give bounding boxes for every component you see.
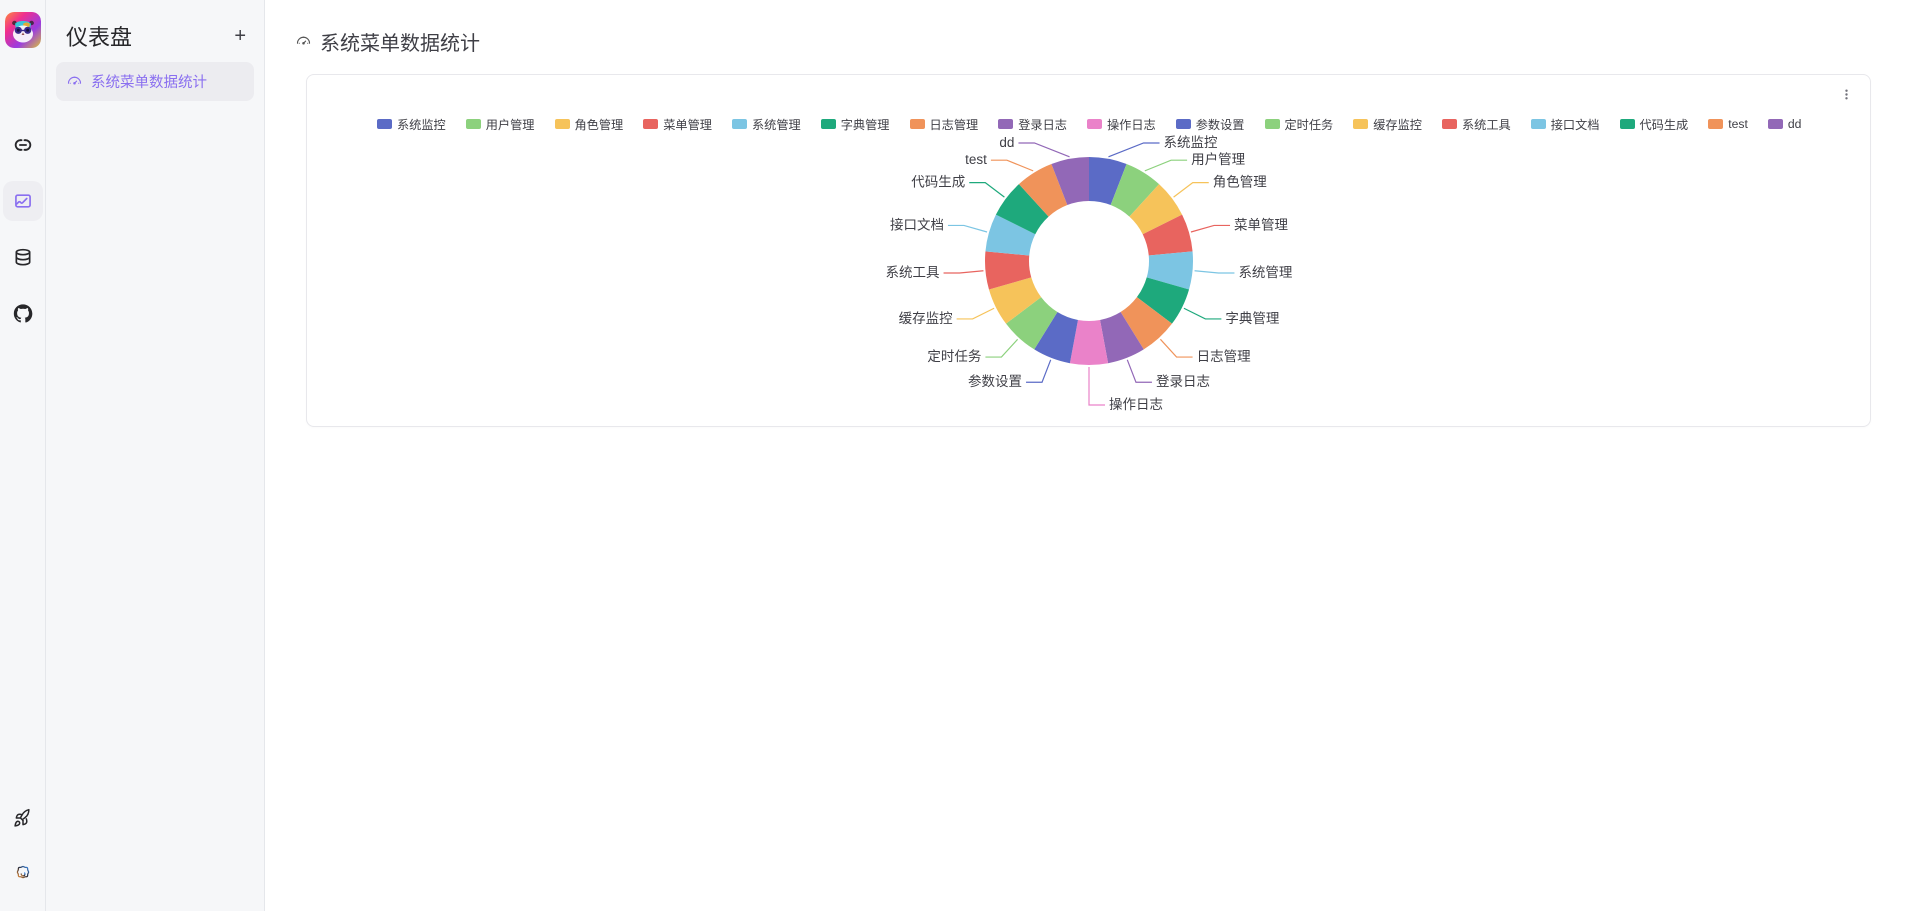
svg-text:角色管理: 角色管理 [1212,174,1267,190]
svg-text:test: test [965,152,987,167]
svg-text:代码生成: 代码生成 [911,175,965,190]
svg-text:字典管理: 字典管理 [1225,311,1279,326]
svg-text:系统管理: 系统管理 [1238,265,1292,280]
svg-text:登录日志: 登录日志 [1155,374,1209,389]
svg-text:操作日志: 操作日志 [1109,397,1163,412]
svg-text:系统工具: 系统工具 [885,265,939,280]
svg-text:缓存监控: 缓存监控 [898,311,952,326]
svg-text:系统监控: 系统监控 [1163,135,1217,150]
svg-text:用户管理: 用户管理 [1191,151,1245,167]
svg-text:接口文档: 接口文档 [889,216,943,232]
svg-text:菜单管理: 菜单管理 [1234,217,1288,232]
svg-text:定时任务: 定时任务 [927,349,981,364]
svg-text:日志管理: 日志管理 [1196,349,1250,364]
svg-text:参数设置: 参数设置 [968,373,1022,389]
svg-text:dd: dd [999,135,1014,150]
